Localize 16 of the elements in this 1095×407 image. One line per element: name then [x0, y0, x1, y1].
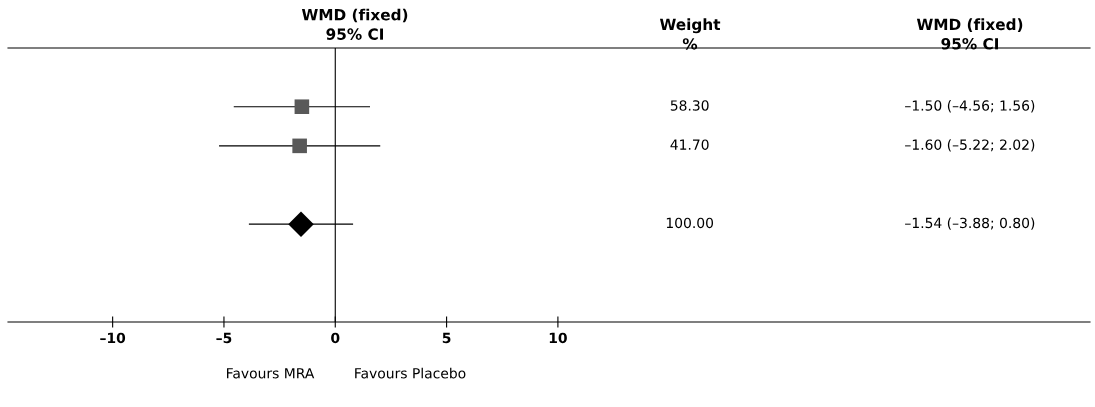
x-tick-label: 5 — [442, 332, 451, 344]
annotation: 41.70 — [670, 139, 709, 150]
text: Favours MRA — [227, 368, 315, 379]
x-tick-label: –5 — [216, 332, 232, 344]
x-tick-label: 10 — [549, 332, 567, 344]
x-tick-label: 0 — [331, 332, 340, 344]
annotation: –1.50 (–4.56; 1.56) — [905, 100, 1035, 113]
chart-title: WMD (fixed) 95% CI — [301, 8, 408, 40]
annotation: Weight % — [659, 18, 721, 50]
x-tick-label: –10 — [100, 332, 126, 344]
annotation: 58.30 — [670, 100, 709, 111]
annotation: 100.00 — [666, 217, 714, 229]
text: Favours Placebo — [355, 367, 466, 379]
annotation: WMD (fixed) 95% CI — [916, 18, 1023, 50]
annotation: –1.60 (–5.22; 2.02) — [905, 139, 1035, 152]
annotation: –1.54 (–3.88; 0.80) — [905, 217, 1035, 230]
